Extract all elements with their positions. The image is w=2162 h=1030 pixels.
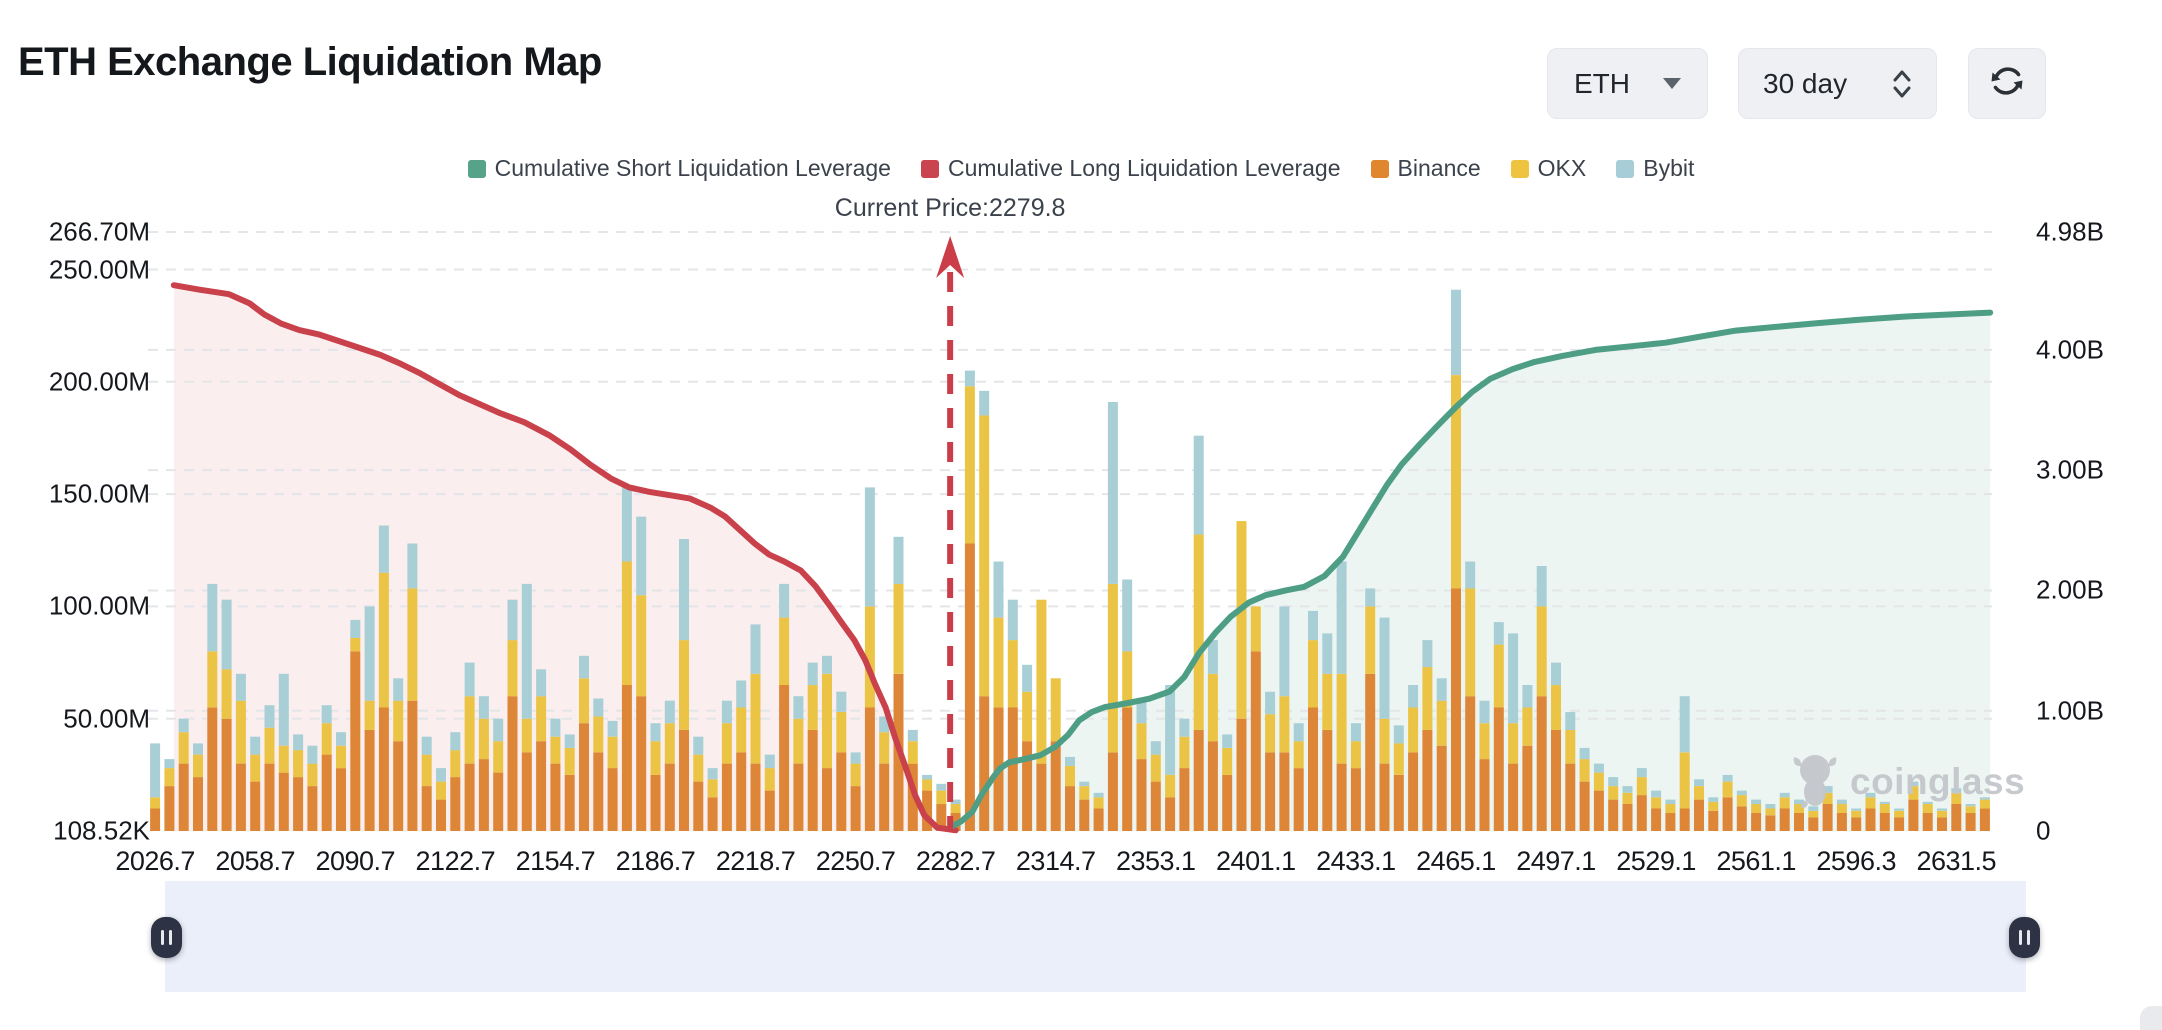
legend-swatch — [920, 159, 939, 178]
x-tick: 2218.7 — [715, 846, 796, 876]
legend-label: Binance — [1397, 155, 1481, 181]
legend-item-3[interactable]: OKX — [1510, 155, 1587, 182]
legend-item-0[interactable]: Cumulative Short Liquidation Leverage — [467, 155, 891, 182]
x-tick: 2282.7 — [915, 846, 996, 876]
x-tick: 2596.3 — [1816, 846, 1896, 876]
y-tick-right: 3.00B — [2036, 454, 2104, 485]
x-tick: 2497.1 — [1516, 846, 1596, 876]
y-tick-right: 0 — [2036, 815, 2051, 846]
y-tick-left: 150.00M — [48, 478, 150, 509]
legend-swatch — [1616, 159, 1635, 178]
y-tick-left: 266.70M — [48, 216, 150, 247]
legend-item-1[interactable]: Cumulative Long Liquidation Leverage — [920, 155, 1341, 182]
x-tick: 2090.7 — [315, 846, 396, 876]
y-tick-right: 1.00B — [2036, 695, 2104, 726]
x-tick: 2058.7 — [215, 846, 295, 876]
refresh-icon — [1988, 62, 2026, 105]
coinglass-bull-icon — [1786, 748, 1844, 815]
x-tick: 2433.1 — [1316, 846, 1396, 876]
symbol-select[interactable]: ETH — [1547, 48, 1708, 119]
period-select-value: 30 day — [1763, 67, 1848, 99]
x-tick: 2250.7 — [815, 846, 896, 876]
corner-resize-chip — [2140, 1006, 2162, 1030]
x-tick: 2529.1 — [1616, 846, 1696, 876]
legend-swatch — [1510, 159, 1529, 178]
chart-legend: Cumulative Short Liquidation Leverage Cum… — [0, 155, 2162, 182]
y-tick-right: 4.00B — [2036, 334, 2104, 365]
x-tick: 2631.5 — [1916, 846, 1997, 876]
range-slider-handle-left[interactable] — [151, 917, 182, 958]
legend-label: Bybit — [1643, 155, 1695, 181]
legend-label: OKX — [1537, 155, 1587, 181]
x-tick: 2353.1 — [1115, 846, 1196, 876]
legend-label: Cumulative Long Liquidation Leverage — [947, 155, 1341, 181]
range-slider-handle-right[interactable] — [2009, 917, 2040, 958]
symbol-select-value: ETH — [1574, 67, 1630, 99]
x-tick: 2154.7 — [515, 846, 596, 876]
y-tick-left: 50.00M — [63, 703, 150, 734]
x-tick: 2561.1 — [1716, 846, 1796, 876]
x-tick: 2465.1 — [1416, 846, 1496, 876]
refresh-button[interactable] — [1968, 48, 2046, 119]
range-slider-track[interactable] — [165, 881, 2026, 992]
cumulative-short-line — [947, 309, 1994, 831]
legend-item-2[interactable]: Binance — [1370, 155, 1481, 182]
x-tick: 2401.1 — [1216, 846, 1296, 876]
y-tick-left: 108.52K — [53, 815, 150, 846]
chevron-down-icon — [1663, 78, 1681, 89]
x-tick: 2026.7 — [115, 846, 195, 876]
spinner-arrows-icon — [1892, 70, 1912, 98]
y-tick-right: 4.98B — [2036, 216, 2104, 247]
legend-swatch — [1370, 159, 1389, 178]
cumulative-long-line — [170, 282, 959, 834]
watermark-text: coinglass — [1850, 760, 2026, 802]
watermark: coinglass — [1786, 748, 2025, 815]
period-select[interactable]: 30 day — [1738, 48, 1937, 119]
x-tick: 2186.7 — [615, 846, 696, 876]
y-tick-right: 2.00B — [2036, 574, 2104, 605]
y-tick-left: 100.00M — [48, 590, 150, 621]
current-price-label: Current Price:2279.8 — [834, 194, 1066, 222]
y-tick-left: 200.00M — [48, 366, 150, 397]
x-tick: 2314.7 — [1015, 846, 1096, 876]
legend-label: Cumulative Short Liquidation Leverage — [494, 155, 891, 181]
legend-swatch — [467, 159, 486, 178]
page-title: ETH Exchange Liquidation Map — [18, 40, 602, 84]
current-price-arrow-icon — [936, 236, 965, 278]
liquidation-bars[interactable] — [150, 289, 1990, 831]
y-tick-left: 250.00M — [48, 254, 150, 284]
legend-item-4[interactable]: Bybit — [1616, 155, 1694, 182]
x-tick: 2122.7 — [415, 846, 496, 876]
